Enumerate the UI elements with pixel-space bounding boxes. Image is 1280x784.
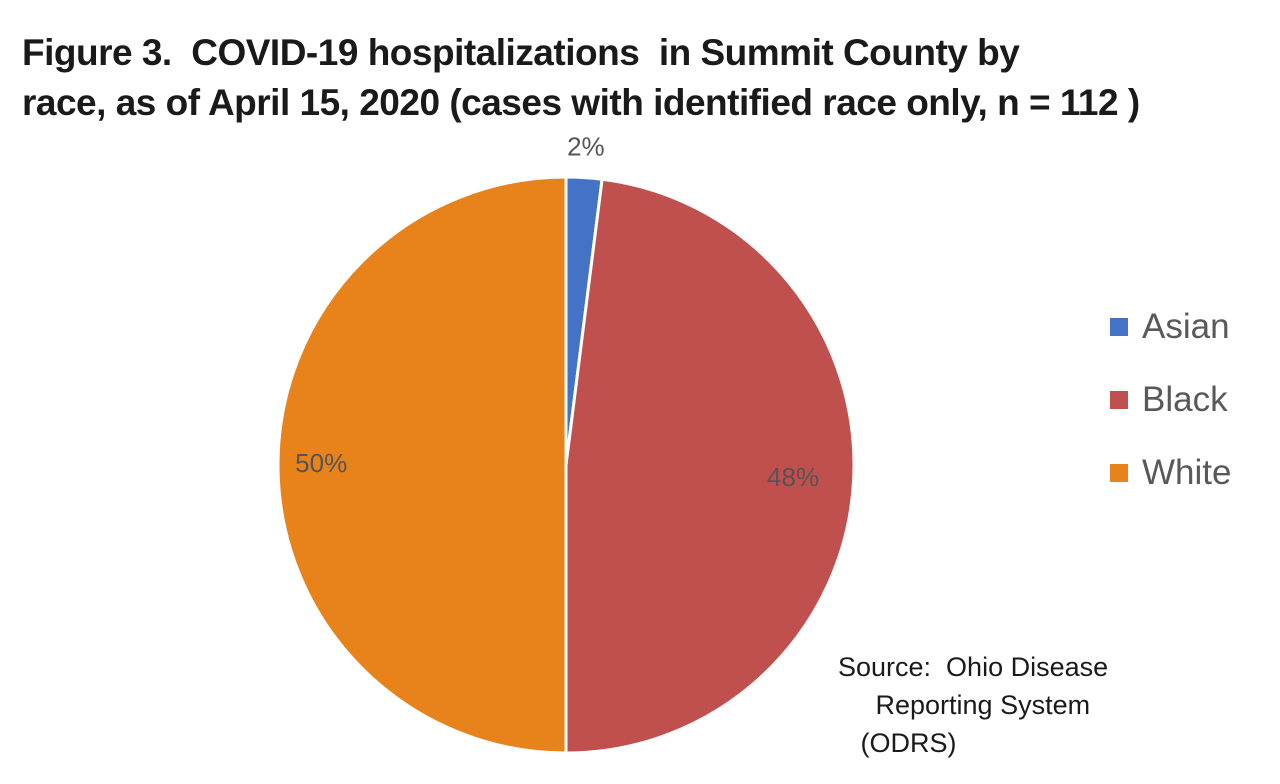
legend-item-black: Black [1110,363,1231,436]
source-line-2: Reporting System [838,690,1091,720]
legend-swatch-white [1110,463,1128,482]
slice-label-white: 50% [295,448,347,478]
legend-item-asian: Asian [1110,290,1231,363]
slice-label-asian: 2% [567,132,605,162]
legend-label-white: White [1142,452,1232,492]
chart-title-line-2: race, as of April 15, 2020 (cases with i… [22,82,1140,123]
legend-label-asian: Asian [1142,306,1230,346]
source-line-1: Source: Ohio Disease [838,652,1109,682]
legend-label-black: Black [1142,379,1228,419]
legend-item-white: White [1110,436,1231,509]
source-note: Source: Ohio Disease Reporting System (O… [838,648,1108,762]
pie-slice-black [564,177,856,755]
chart-title-line-1: Figure 3. COVID-19 hospitalizations in S… [22,32,1020,73]
slice-label-black: 48% [767,462,819,492]
chart-title: Figure 3. COVID-19 hospitalizations in S… [22,28,1262,128]
source-line-3: (ODRS) [838,728,957,758]
legend-swatch-black [1110,390,1128,409]
pie-slice-white [276,175,568,755]
legend: Asian Black White [1110,290,1231,509]
legend-swatch-asian [1110,317,1128,336]
